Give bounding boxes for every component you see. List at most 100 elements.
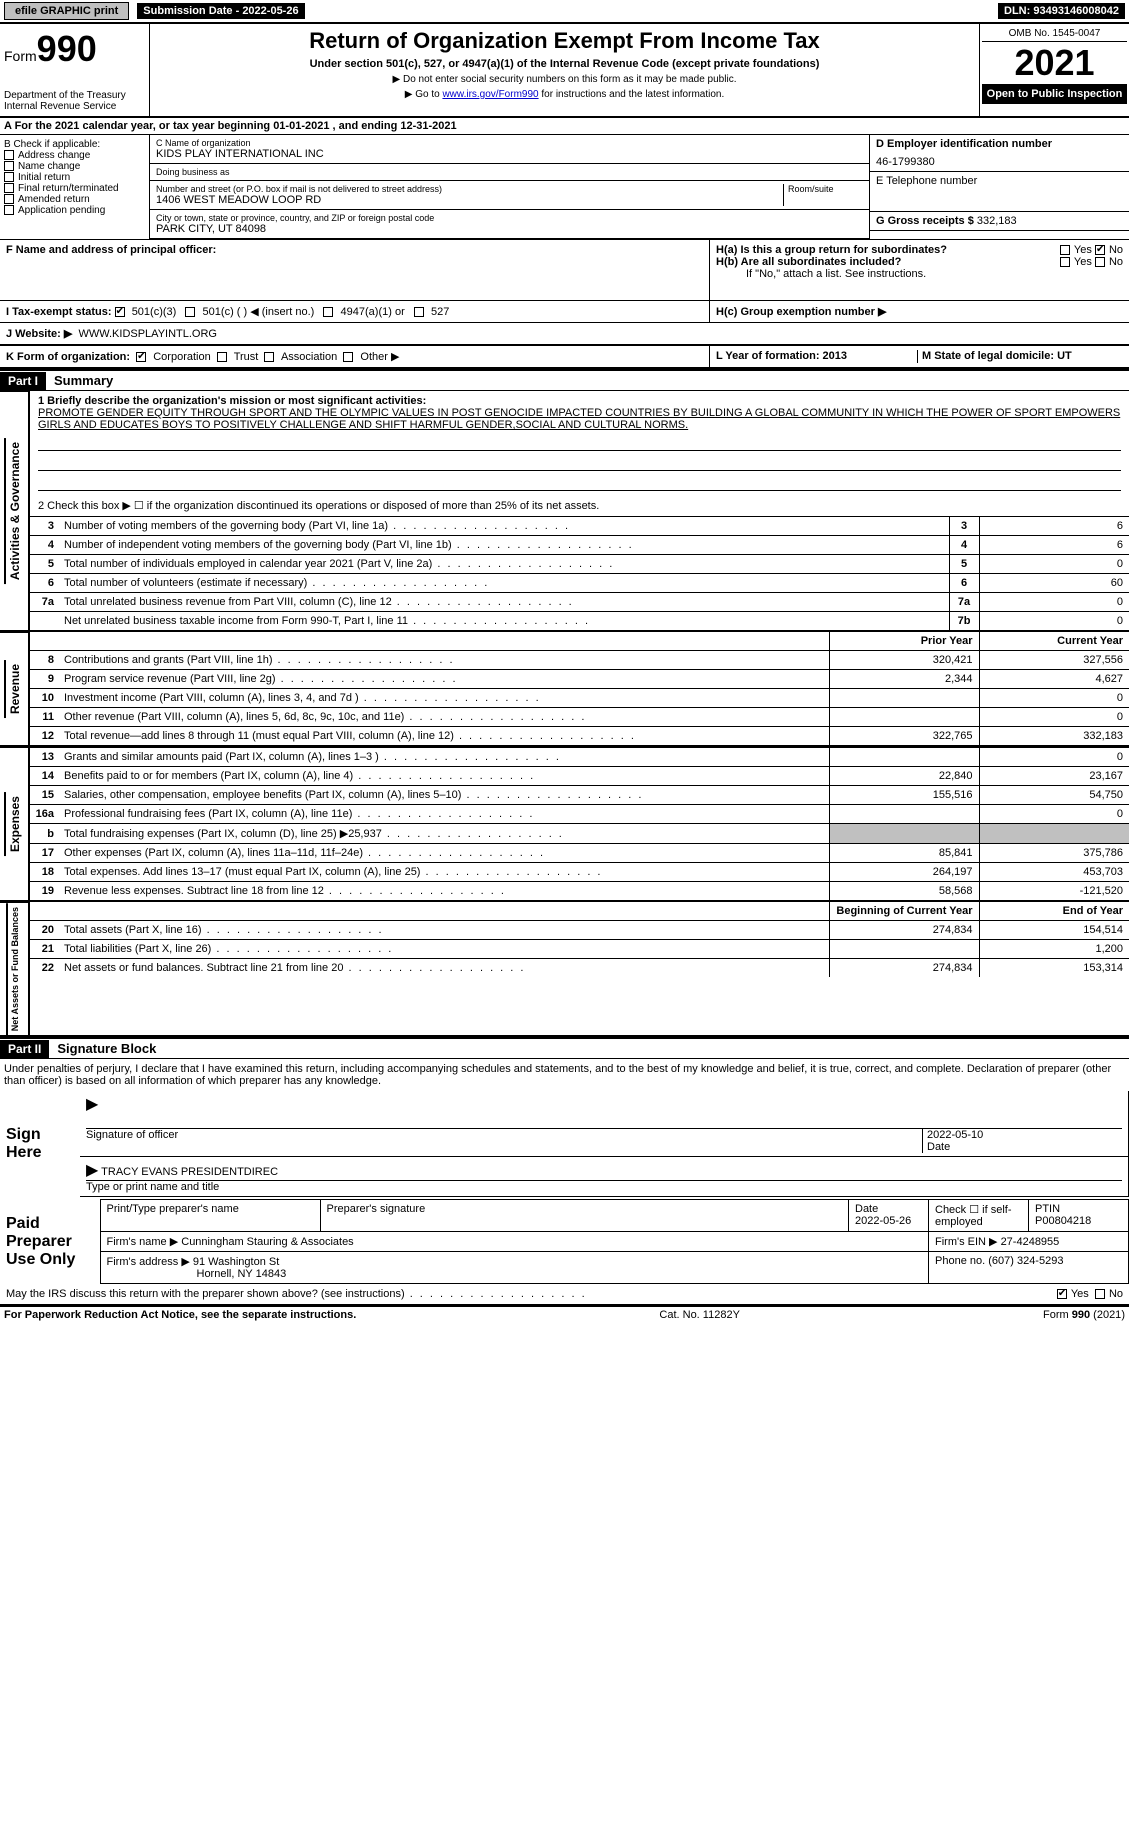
exp-table: 13Grants and similar amounts paid (Part … (30, 747, 1129, 900)
side-revenue: Revenue (4, 660, 24, 718)
footer: For Paperwork Reduction Act Notice, see … (0, 1306, 1129, 1323)
cb-assoc[interactable] (264, 352, 274, 362)
paid-label: Paid Preparer Use Only (0, 1200, 100, 1284)
omb-number: OMB No. 1545-0047 (982, 26, 1127, 42)
cb-irs-no[interactable] (1095, 1289, 1105, 1299)
ein-label: D Employer identification number (876, 138, 1123, 150)
gross-label: G Gross receipts $ (876, 215, 974, 227)
row-j: J Website: ▶ WWW.KIDSPLAYINTL.ORG (0, 322, 1129, 345)
hb-note: If "No," attach a list. See instructions… (716, 268, 1123, 280)
cb-hb-yes[interactable] (1060, 257, 1070, 267)
org-name: KIDS PLAY INTERNATIONAL INC (156, 148, 863, 160)
irs-link[interactable]: www.irs.gov/Form990 (442, 89, 538, 100)
footer-right: Form 990 (2021) (1043, 1309, 1125, 1321)
footer-left: For Paperwork Reduction Act Notice, see … (4, 1309, 356, 1321)
cb-application[interactable] (4, 205, 14, 215)
arrow-icon: ▶ (86, 1162, 98, 1179)
cb-501c[interactable] (185, 307, 195, 317)
form-number: Form990 (4, 28, 145, 70)
f-label: F Name and address of principal officer: (6, 244, 216, 256)
gov-table: 3Number of voting members of the governi… (30, 516, 1129, 630)
firm-addr1: 91 Washington St (193, 1256, 279, 1268)
line-a: A For the 2021 calendar year, or tax yea… (0, 118, 1129, 135)
gross-value: 332,183 (977, 215, 1017, 227)
cb-other[interactable] (343, 352, 353, 362)
name-label: C Name of organization (156, 138, 863, 148)
netassets-section: Net Assets or Fund Balances Beginning of… (0, 900, 1129, 1037)
cb-4947[interactable] (323, 307, 333, 317)
tax-year: 2021 (982, 42, 1127, 84)
side-expenses: Expenses (4, 792, 24, 856)
cb-final-return[interactable] (4, 183, 14, 193)
cb-address-change[interactable] (4, 150, 14, 160)
row-i: I Tax-exempt status: 501(c)(3) 501(c) ( … (0, 300, 1129, 322)
revenue-section: Revenue Prior YearCurrent Year8Contribut… (0, 630, 1129, 745)
cb-501c3[interactable] (115, 307, 125, 317)
self-emp: Check ☐ if self-employed (929, 1200, 1029, 1232)
row-klm: K Form of organization: Corporation Trus… (0, 345, 1129, 369)
declaration: Under penalties of perjury, I declare th… (0, 1059, 1129, 1091)
prep-sig-label: Preparer's signature (320, 1200, 849, 1232)
cb-amended[interactable] (4, 194, 14, 204)
submission-date: Submission Date - 2022-05-26 (137, 3, 304, 19)
website-value: WWW.KIDSPLAYINTL.ORG (78, 328, 217, 340)
officer-name: TRACY EVANS PRESIDENTDIREC (101, 1166, 278, 1178)
sign-here-table: Sign Here ▶ Signature of officer 2022-05… (0, 1091, 1129, 1197)
cb-ha-yes[interactable] (1060, 245, 1070, 255)
ssn-note: ▶ Do not enter social security numbers o… (158, 74, 971, 85)
j-label: J Website: ▶ (6, 328, 72, 340)
col-b-heading: B Check if applicable: (4, 139, 145, 150)
sig-officer-label: Signature of officer (86, 1129, 922, 1153)
tel-label: E Telephone number (876, 175, 1123, 187)
cb-hb-no[interactable] (1095, 257, 1105, 267)
form-subtitle: Under section 501(c), 527, or 4947(a)(1)… (158, 58, 971, 70)
may-irs-row: May the IRS discuss this return with the… (0, 1284, 1129, 1306)
cb-ha-no[interactable] (1095, 245, 1105, 255)
col-c: C Name of organization KIDS PLAY INTERNA… (150, 135, 869, 239)
cb-527[interactable] (414, 307, 424, 317)
sign-here-label: Sign Here (0, 1091, 80, 1197)
open-inspection: Open to Public Inspection (982, 84, 1127, 104)
i-label: I Tax-exempt status: (6, 306, 112, 318)
room-label: Room/suite (788, 184, 863, 194)
cb-initial-return[interactable] (4, 172, 14, 182)
cb-name-change[interactable] (4, 161, 14, 171)
hc-text: H(c) Group exemption number ▶ (716, 306, 886, 318)
sig-date: 2022-05-10 (927, 1129, 983, 1141)
governance-section: Activities & Governance 1 Briefly descri… (0, 391, 1129, 630)
hb-text: H(b) Are all subordinates included? Yes … (716, 256, 1123, 268)
expenses-section: Expenses 13Grants and similar amounts pa… (0, 745, 1129, 900)
prep-name-label: Print/Type preparer's name (100, 1200, 320, 1232)
efile-button[interactable]: efile GRAPHIC print (4, 2, 129, 20)
line-2: 2 Check this box ▶ ☐ if the organization… (30, 495, 1129, 516)
city-label: City or town, state or province, country… (156, 213, 863, 223)
form-header: Form990 Department of the Treasury Inter… (0, 24, 1129, 118)
cb-trust[interactable] (217, 352, 227, 362)
block-bcd: B Check if applicable: Address change Na… (0, 135, 1129, 239)
city-value: PARK CITY, UT 84098 (156, 223, 863, 235)
rev-table: Prior YearCurrent Year8Contributions and… (30, 632, 1129, 745)
cb-corp[interactable] (136, 352, 146, 362)
paid-preparer-table: Paid Preparer Use Only Print/Type prepar… (0, 1199, 1129, 1284)
cb-irs-yes[interactable] (1057, 1289, 1067, 1299)
col-d: D Employer identification number 46-1799… (869, 135, 1129, 239)
ein-value: 46-1799380 (876, 156, 1123, 168)
l-year: L Year of formation: 2013 (716, 350, 917, 363)
form-title: Return of Organization Exempt From Incom… (158, 28, 971, 54)
side-netassets: Net Assets or Fund Balances (6, 903, 22, 1035)
row-fh: F Name and address of principal officer:… (0, 239, 1129, 300)
col-b: B Check if applicable: Address change Na… (0, 135, 150, 239)
mission-label: 1 Briefly describe the organization's mi… (38, 395, 1121, 407)
dept-treasury: Department of the Treasury (4, 90, 145, 101)
side-governance: Activities & Governance (4, 438, 24, 584)
ptin: P00804218 (1035, 1215, 1091, 1227)
part-2-header: Part II Signature Block (0, 1037, 1129, 1059)
dln-label: DLN: 93493146008042 (998, 3, 1125, 19)
firm-ein: 27-4248955 (1001, 1236, 1060, 1248)
prep-date: 2022-05-26 (855, 1215, 911, 1227)
arrow-icon: ▶ (86, 1096, 98, 1113)
m-state: M State of legal domicile: UT (917, 350, 1123, 363)
footer-mid: Cat. No. 11282Y (659, 1309, 740, 1321)
net-table: Beginning of Current YearEnd of Year20To… (30, 902, 1129, 977)
name-title-label: Type or print name and title (86, 1180, 1122, 1193)
